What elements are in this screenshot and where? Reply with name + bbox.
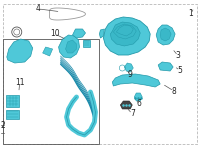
Polygon shape	[83, 40, 90, 47]
Polygon shape	[6, 110, 19, 119]
Polygon shape	[59, 35, 79, 58]
Polygon shape	[7, 39, 33, 63]
Text: 7: 7	[130, 109, 135, 118]
Text: 9: 9	[128, 70, 133, 80]
Text: 3: 3	[176, 51, 181, 60]
Text: 6: 6	[137, 99, 142, 108]
Polygon shape	[112, 74, 160, 87]
Polygon shape	[120, 101, 132, 109]
Polygon shape	[66, 40, 77, 53]
Polygon shape	[43, 47, 53, 56]
Text: 8: 8	[172, 87, 176, 96]
Text: 1: 1	[189, 9, 193, 19]
Polygon shape	[73, 29, 85, 38]
Polygon shape	[103, 17, 150, 55]
Polygon shape	[158, 62, 173, 71]
Polygon shape	[156, 25, 175, 45]
Text: 5: 5	[178, 66, 183, 75]
Text: 2: 2	[0, 121, 5, 130]
Text: 11: 11	[15, 78, 24, 87]
Polygon shape	[6, 95, 19, 107]
Polygon shape	[124, 63, 133, 72]
Text: 4: 4	[35, 4, 40, 13]
Text: 10: 10	[50, 29, 59, 38]
Polygon shape	[110, 22, 140, 46]
Polygon shape	[160, 28, 171, 41]
Polygon shape	[134, 93, 142, 101]
Polygon shape	[99, 29, 104, 38]
